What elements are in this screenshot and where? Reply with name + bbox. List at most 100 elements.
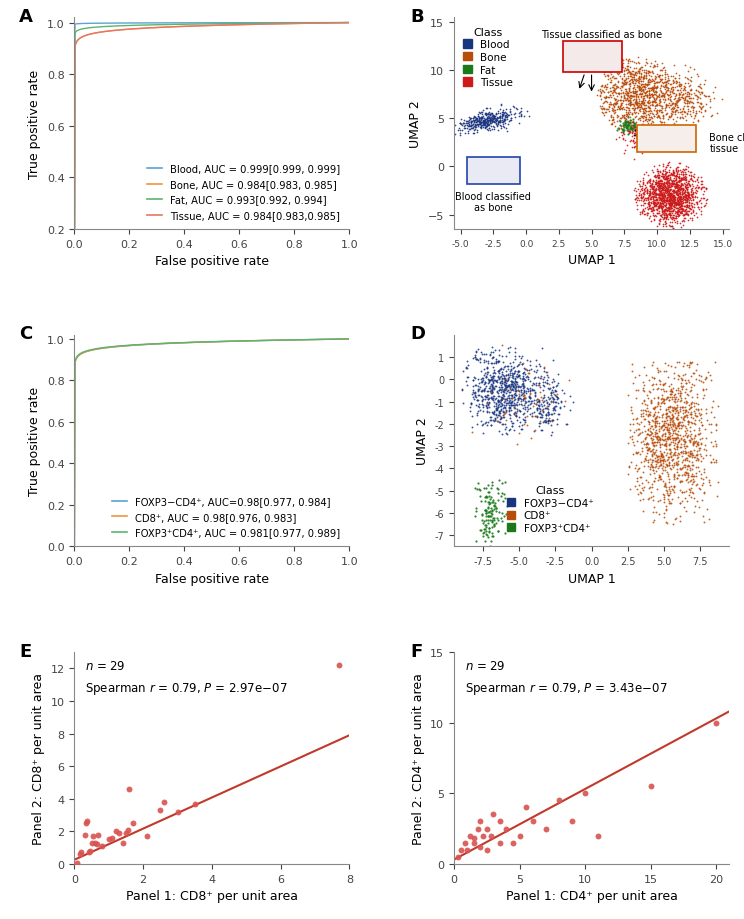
Point (651, 110, 663, 125)
Point (658, 194, 670, 209)
Point (647, 209, 658, 223)
Point (676, 167, 687, 182)
Point (632, 428, 644, 443)
Point (641, 437, 653, 451)
Point (498, 375, 510, 390)
Point (659, 185, 671, 199)
Point (518, 373, 530, 388)
Point (481, 396, 493, 411)
Point (650, 187, 661, 201)
Point (679, 188, 691, 203)
Point (649, 429, 661, 444)
Point (494, 110, 506, 125)
Point (641, 440, 653, 455)
Point (528, 396, 540, 411)
Point (627, 412, 639, 426)
Point (637, 177, 649, 192)
Point (612, 86, 624, 101)
Point (625, 66, 637, 81)
Point (642, 105, 654, 119)
Point (638, 197, 650, 211)
Point (664, 187, 676, 202)
Point (638, 360, 650, 375)
Point (667, 404, 679, 419)
Point (650, 505, 662, 520)
Point (521, 400, 533, 414)
Point (496, 362, 507, 377)
Point (650, 197, 661, 211)
Point (655, 89, 667, 104)
Point (482, 398, 494, 413)
Point (648, 180, 660, 195)
Point (605, 97, 617, 112)
Point (654, 437, 666, 451)
Point (688, 470, 700, 484)
Point (483, 396, 495, 411)
Point (670, 383, 682, 398)
Point (673, 186, 685, 200)
Point (654, 63, 666, 78)
Point (668, 176, 680, 191)
Point (606, 97, 618, 112)
Point (686, 99, 698, 114)
Point (462, 119, 474, 134)
Point (656, 179, 668, 194)
Point (646, 436, 658, 450)
Point (655, 174, 667, 188)
Point (665, 385, 677, 400)
Point (664, 191, 676, 206)
Point (505, 114, 517, 129)
Point (680, 421, 692, 436)
Point (497, 389, 509, 403)
Point (471, 406, 483, 421)
Point (548, 413, 559, 427)
Point (551, 412, 563, 426)
Point (661, 423, 673, 437)
Point (516, 378, 528, 392)
Point (612, 124, 623, 139)
Point (667, 165, 679, 179)
Point (679, 82, 690, 96)
Point (632, 487, 644, 502)
Point (474, 356, 486, 370)
Point (650, 444, 662, 459)
Point (667, 516, 679, 531)
Point (654, 81, 666, 96)
Point (662, 84, 674, 98)
Point (618, 109, 630, 124)
Point (656, 194, 668, 209)
Point (474, 106, 486, 120)
Point (668, 75, 680, 90)
Point (497, 384, 509, 399)
Point (616, 75, 628, 90)
Point (489, 495, 501, 510)
Point (654, 378, 666, 392)
Point (670, 210, 682, 224)
Point (333, 658, 345, 673)
Point (528, 364, 540, 379)
Point (610, 132, 622, 147)
Point (666, 482, 678, 497)
Point (462, 124, 474, 139)
Point (633, 82, 645, 96)
Point (487, 112, 499, 127)
Point (652, 87, 664, 102)
Point (635, 83, 647, 97)
Point (624, 61, 636, 75)
Point (643, 88, 655, 103)
Point (668, 437, 680, 452)
Point (628, 126, 640, 141)
Point (488, 519, 500, 534)
Point (511, 370, 523, 385)
Point (466, 425, 478, 440)
Point (660, 210, 672, 225)
Point (537, 391, 549, 406)
Point (662, 84, 674, 98)
Point (469, 481, 481, 495)
Point (702, 475, 714, 490)
Point (631, 98, 643, 113)
Point (476, 390, 488, 404)
Point (671, 205, 683, 220)
Point (664, 198, 676, 212)
Point (681, 461, 693, 476)
